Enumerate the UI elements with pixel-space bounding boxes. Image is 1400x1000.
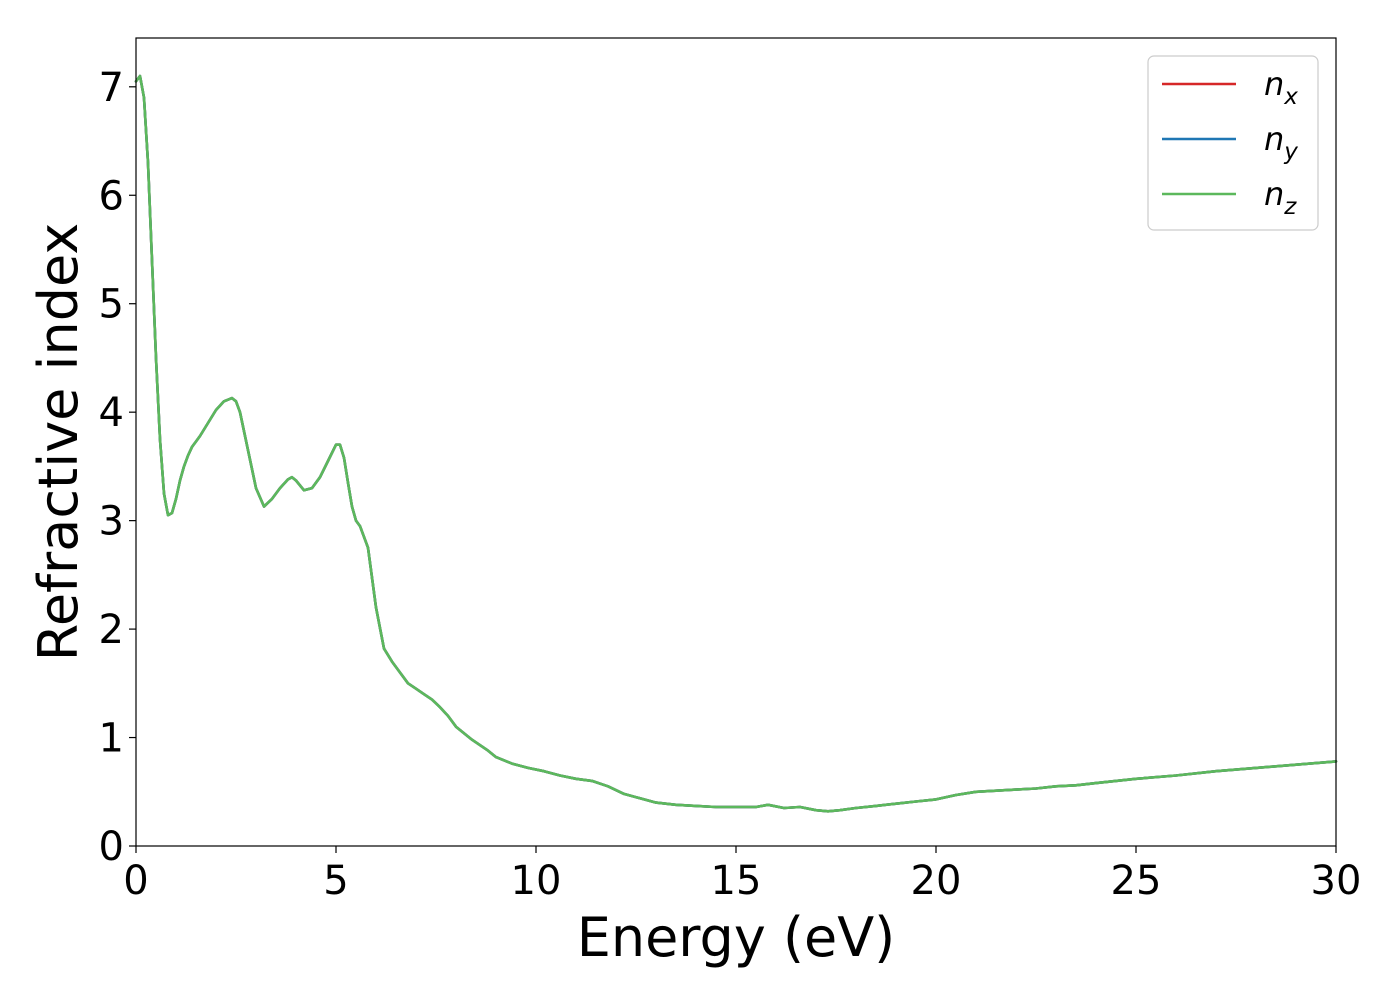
x-tick-label: 0	[123, 858, 148, 904]
x-tick-label: 25	[1111, 858, 1162, 904]
y-tick-label: 5	[99, 282, 124, 328]
y-tick-label: 0	[99, 824, 124, 870]
y-tick-label: 6	[99, 173, 124, 219]
y-tick-label: 7	[99, 65, 124, 111]
y-axis-label: Refractive index	[27, 223, 90, 662]
legend-label-y: ny	[1264, 120, 1298, 165]
series-layer	[134, 74, 1338, 813]
x-axis: 0 5 10 15 20 25 30	[123, 846, 1361, 904]
x-tick-label: 30	[1311, 858, 1362, 904]
legend-label-x: nx	[1264, 65, 1298, 110]
x-tick-label: 15	[711, 858, 762, 904]
x-tick-label: 10	[511, 858, 562, 904]
legend-box	[1147, 55, 1319, 231]
series-line-z	[134, 74, 1338, 813]
x-tick-label: 20	[911, 858, 962, 904]
y-tick-label: 1	[99, 716, 124, 762]
y-tick-label: 3	[99, 499, 124, 545]
y-axis: 0 1 2 3 4 5 6 7	[99, 65, 136, 870]
x-tick-label: 5	[323, 858, 348, 904]
legend: nx ny nz	[1147, 55, 1319, 231]
x-axis-label: Energy (eV)	[577, 906, 896, 969]
y-tick-label: 4	[99, 390, 124, 436]
legend-label-z: nz	[1264, 175, 1297, 220]
y-tick-label: 2	[99, 607, 124, 653]
